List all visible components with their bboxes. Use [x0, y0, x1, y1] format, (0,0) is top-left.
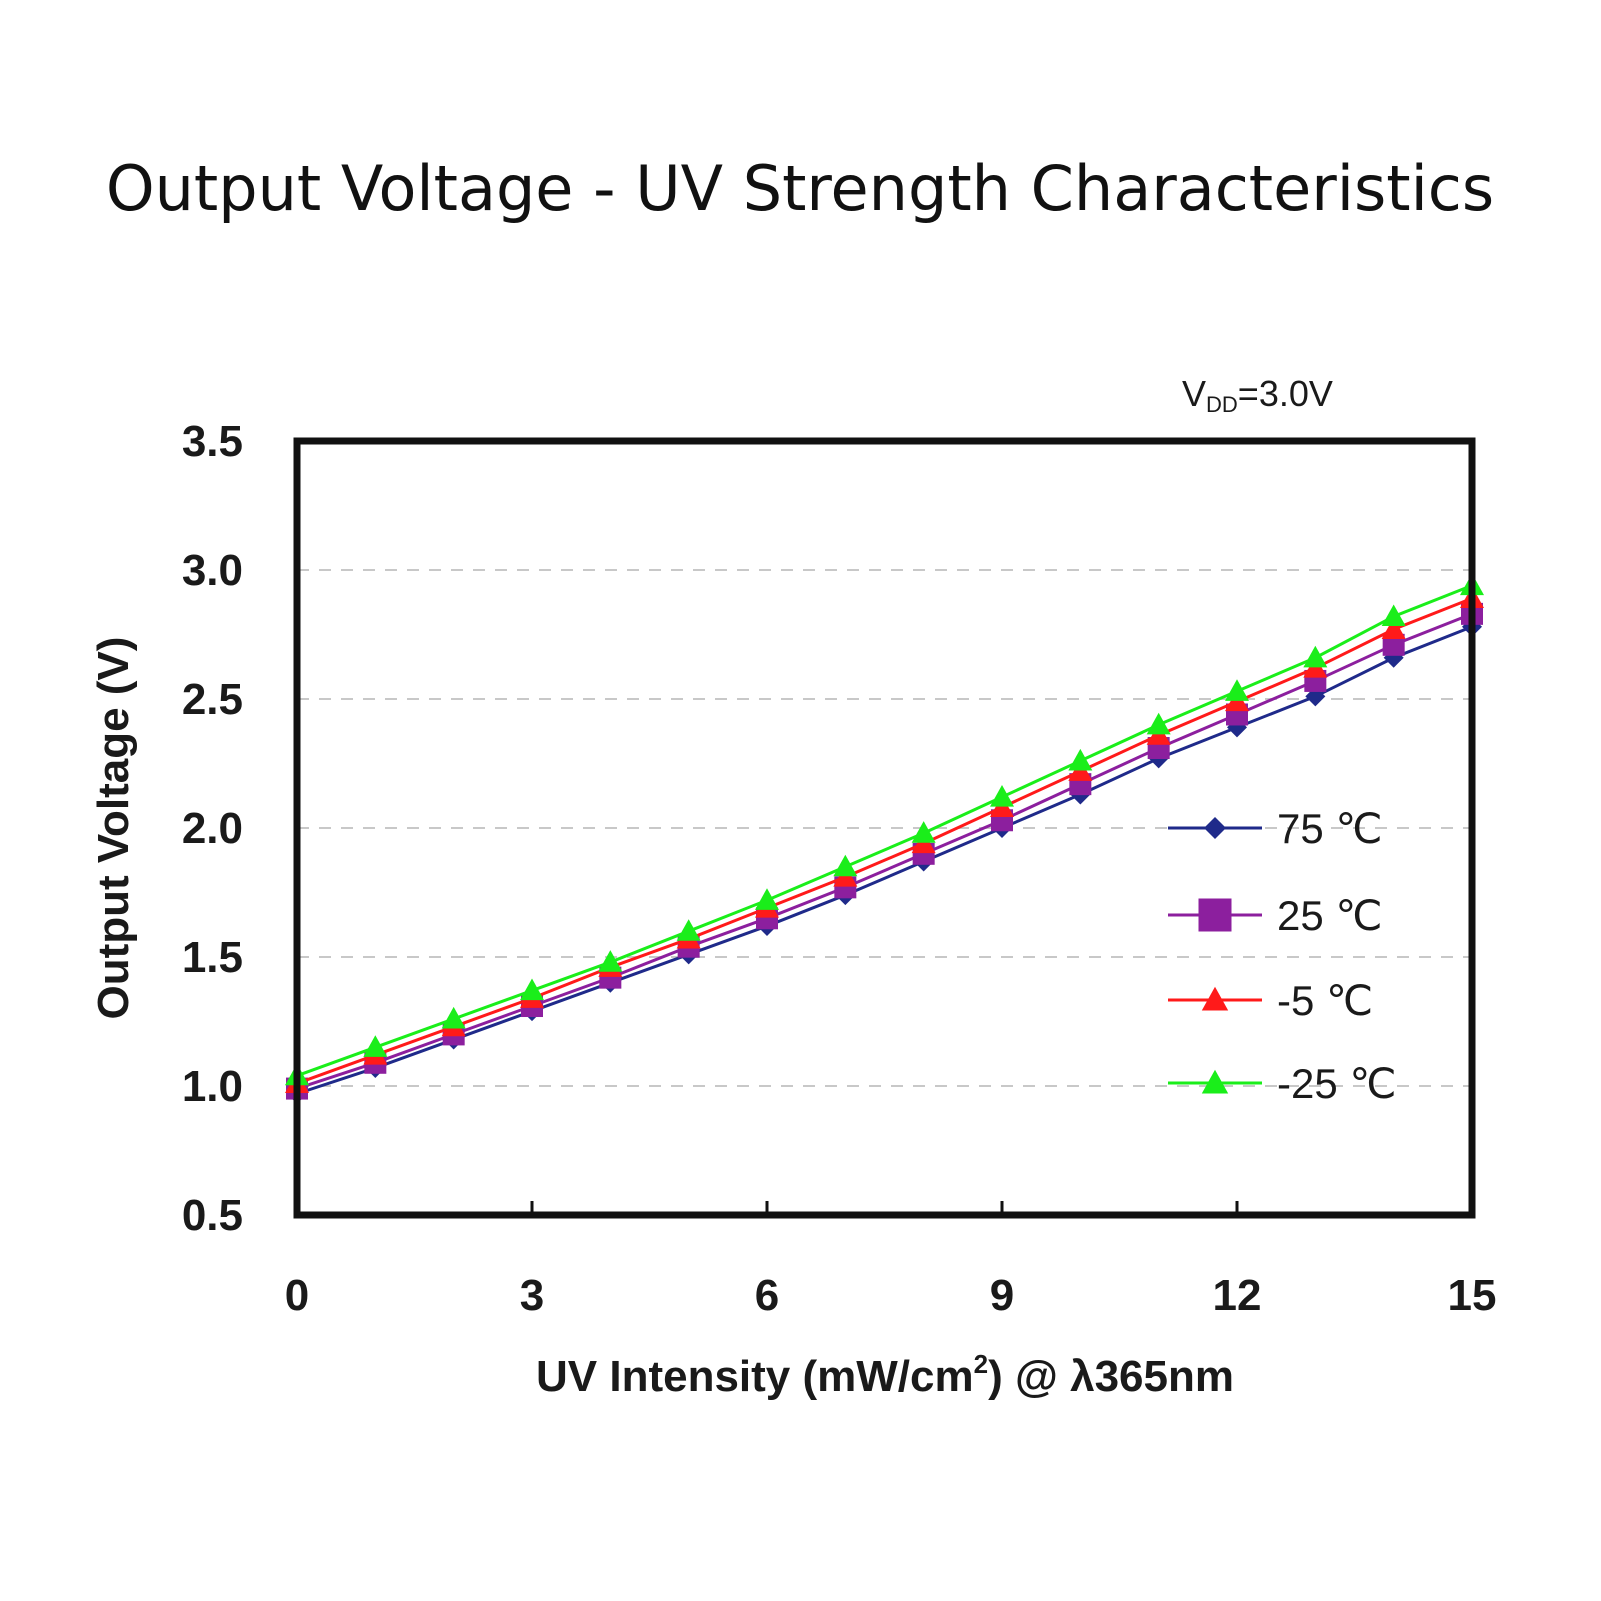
data-point [1068, 748, 1093, 771]
x-axis-ticks: 0 3 6 9 12 15 [285, 1201, 1497, 1320]
legend-marker [1201, 986, 1229, 1011]
y-tick-label: 3.5 [182, 417, 243, 466]
data-point [1225, 679, 1249, 701]
data-point [363, 1035, 388, 1057]
y-tick-label: 0.5 [182, 1191, 243, 1240]
series-line-3 [296, 584, 1473, 1078]
series-layer [285, 573, 1484, 1104]
x-tick-label: 0 [285, 1271, 309, 1320]
data-point [990, 785, 1014, 807]
x-axis-label-main: UV Intensity (mW/cm [536, 1352, 974, 1401]
plot-frame [293, 437, 1476, 1219]
legend-item-3: -25 ℃ [1168, 1060, 1397, 1107]
data-point [833, 854, 858, 877]
y-axis-label: Output Voltage (V) [89, 637, 138, 1020]
series-line-2 [296, 596, 1473, 1085]
legend-marker [1201, 1069, 1229, 1094]
data-point [911, 821, 936, 843]
y-tick-label: 2.5 [182, 675, 243, 724]
data-point [441, 1006, 466, 1029]
legend-item-2: -5 ℃ [1168, 977, 1373, 1024]
y-tick-label: 1.5 [182, 933, 243, 982]
data-point [1303, 645, 1328, 668]
data-point [1381, 604, 1406, 627]
x-tick-label: 9 [990, 1271, 1014, 1320]
y-tick-label: 3.0 [182, 546, 243, 595]
legend-item-1: 25 ℃ [1168, 892, 1383, 939]
data-point [755, 888, 779, 910]
vdd-annotation: VDD=3.0V [1182, 373, 1333, 417]
data-point [520, 978, 544, 1001]
data-point [598, 950, 623, 972]
vdd-annotation-main: V [1182, 373, 1206, 414]
x-tick-label: 12 [1213, 1271, 1262, 1320]
series-3 [285, 573, 1484, 1086]
legend-label: -25 ℃ [1277, 1060, 1397, 1107]
legend-label: -5 ℃ [1277, 977, 1373, 1024]
x-axis-label: UV Intensity (mW/cm2) @ λ365nm [536, 1349, 1234, 1401]
chart-title: Output Voltage - UV Strength Characteris… [106, 152, 1494, 225]
x-tick-label: 6 [755, 1271, 779, 1320]
y-tick-label: 1.0 [182, 1062, 243, 1111]
series-line-1 [296, 612, 1473, 1091]
vdd-annotation-rest: =3.0V [1238, 373, 1333, 414]
data-point [1381, 617, 1406, 639]
x-tick-label: 15 [1448, 1271, 1497, 1320]
vdd-annotation-sub: DD [1206, 392, 1238, 417]
x-axis-label-sup: 2 [974, 1349, 988, 1379]
data-point [1382, 633, 1405, 656]
legend-marker [1204, 817, 1226, 839]
legend: 75 ℃ 25 ℃ -5 ℃ -25 ℃ [1168, 805, 1397, 1107]
legend-label: 75 ℃ [1277, 805, 1383, 852]
x-axis-label-rest: ) @ λ365nm [988, 1352, 1234, 1401]
legend-item-0: 75 ℃ [1168, 805, 1383, 852]
y-tick-label: 2.0 [182, 804, 243, 853]
x-tick-label: 3 [520, 1271, 544, 1320]
legend-label: 25 ℃ [1277, 892, 1383, 939]
legend-marker [1198, 898, 1232, 932]
data-point [676, 919, 701, 941]
series-line-0 [296, 625, 1473, 1096]
data-point [1146, 712, 1171, 735]
y-axis-ticks: 3.5 3.0 2.5 2.0 1.5 1.0 0.5 [182, 417, 243, 1240]
